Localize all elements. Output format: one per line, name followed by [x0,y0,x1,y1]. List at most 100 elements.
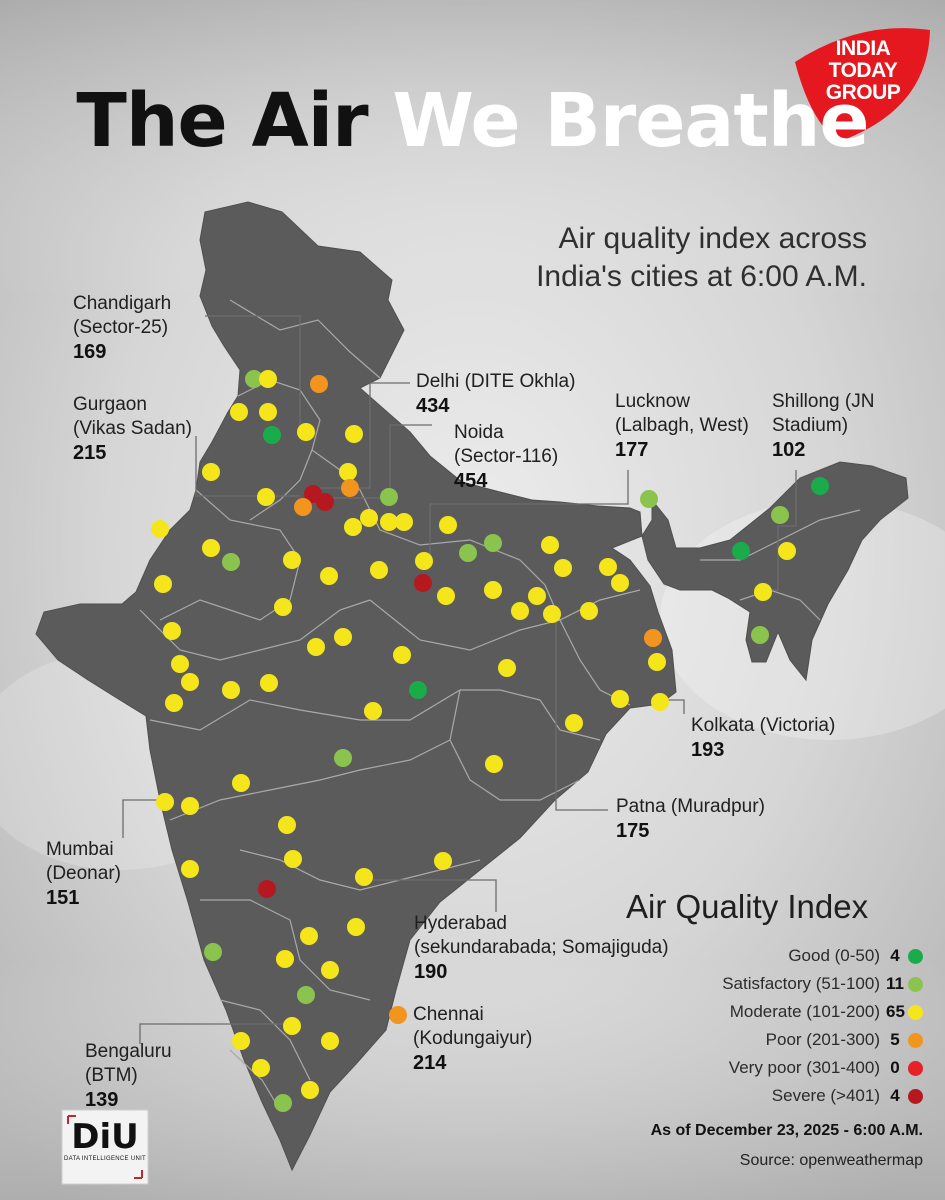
callout-subname: (Lalbagh, West) [615,415,749,436]
logo-shape [795,28,930,143]
logo-line-india: INDIA [835,37,891,60]
logo-line-group: GROUP [825,81,901,104]
aqi-dot [321,961,339,979]
legend-count: 5 [890,1030,900,1049]
aqi-dot [165,694,183,712]
legend-swatch [908,1032,923,1048]
aqi-dot [163,622,181,640]
legend-label: Poor (201-300) [765,1030,880,1049]
aqi-dot [565,714,583,732]
legend-label: Satisfactory (51-100) [722,974,880,993]
aqi-dot [171,655,189,673]
aqi-dot [389,1006,407,1024]
aqi-dot [414,574,432,592]
callout-value: 177 [615,439,649,461]
callout-subname: (sekundarabada; Somajiguda) [414,937,669,958]
aqi-dot [484,581,502,599]
aqi-dot [181,797,199,815]
aqi-dot [202,539,220,557]
callout-kolkata: Kolkata (Victoria) 193 [691,714,835,762]
legend-row-moderate: Moderate (101-200) 65 [730,1000,923,1024]
aqi-dot [364,702,382,720]
aqi-dot [485,755,503,773]
aqi-dot [811,477,829,495]
legend-label: Severe (>401) [771,1086,880,1105]
aqi-dot [651,693,669,711]
aqi-dot [258,880,276,898]
aqi-dot [259,403,277,421]
aqi-dot [751,626,769,644]
subtitle: Air quality index across India's cities … [536,220,867,296]
page-title: The Air We Breathe [0,78,945,164]
callout-value: 215 [73,442,107,464]
diu-wordmark: DiU [71,1117,139,1157]
legend-count: 4 [890,1086,900,1105]
callout-value: 214 [413,1052,447,1074]
callout-value: 169 [73,341,107,363]
aqi-dot [278,816,296,834]
india-today-group-logo [795,28,930,143]
aqi-dot [283,551,301,569]
diu-logo [61,1109,149,1185]
callout-shillong: Shillong (JN Stadium) 102 [772,390,874,462]
aqi-dot [204,943,222,961]
diu-logo-text: DiU DATA INTELLIGENCE UNIT [62,1118,148,1162]
callout-name: Chennai [413,1004,484,1025]
aqi-dot [339,463,357,481]
callout-value: 139 [85,1089,119,1111]
aqi-dot [434,852,452,870]
callout-value: 454 [454,470,488,492]
callout-subname: (Sector-25) [73,317,169,338]
diu-tagline: DATA INTELLIGENCE UNIT [63,1156,147,1162]
logo-line-today: TODAY [828,59,898,82]
aqi-dot [232,774,250,792]
legend-count: 0 [890,1058,900,1077]
legend-count: 65 [886,1002,905,1021]
aqi-dot [395,513,413,531]
legend-swatch [908,1088,923,1104]
aqi-dot [778,542,796,560]
aqi-dot [310,375,328,393]
aqi-dot [370,561,388,579]
aqi-dot [344,518,362,536]
legend-swatch [908,1004,923,1020]
callout-name: Hyderabad [414,913,507,934]
callout-name: Lucknow [615,391,690,412]
aqi-dot [732,542,750,560]
aqi-dot [528,587,546,605]
aqi-dot [498,659,516,677]
legend-label: Very poor (301-400) [728,1058,880,1077]
callout-lucknow: Lucknow (Lalbagh, West) 177 [615,390,749,462]
aqi-dot [202,463,220,481]
callout-bengaluru: Bengaluru (BTM) 139 [85,1040,172,1112]
aqi-dot [543,605,561,623]
aqi-dot [263,426,281,444]
subtitle-line-1: Air quality index across [558,222,867,255]
callout-chennai: Chennai (Kodungaiyur) 214 [413,1003,532,1075]
legend-swatch [908,976,923,992]
aqi-dot [347,918,365,936]
aqi-dot [259,370,277,388]
legend-swatch [908,948,923,964]
aqi-dot [648,653,666,671]
aqi-dot [257,488,275,506]
legend-count: 4 [890,946,900,965]
callout-gurgaon: Gurgaon (Vikas Sadan) 215 [73,393,192,465]
callout-subname: (Sector-116) [454,446,559,467]
callout-subname: (BTM) [85,1065,138,1086]
callout-value: 175 [616,820,650,842]
callout-value: 151 [46,887,80,909]
callout-chandigarh: Chandigarh (Sector-25) 169 [73,292,171,364]
aqi-dot [511,602,529,620]
callout-name: Chandigarh [73,293,172,314]
aqi-dot [307,638,325,656]
northeast-shape [641,461,909,682]
aqi-dot [284,850,302,868]
legend-label: Good (0-50) [788,946,880,965]
aqi-dot [154,575,172,593]
legend-row-very-poor: Very poor (301-400) 0 [729,1056,923,1080]
india-today-logo-text: INDIA TODAY GROUP [808,38,918,104]
aqi-dot [459,544,477,562]
